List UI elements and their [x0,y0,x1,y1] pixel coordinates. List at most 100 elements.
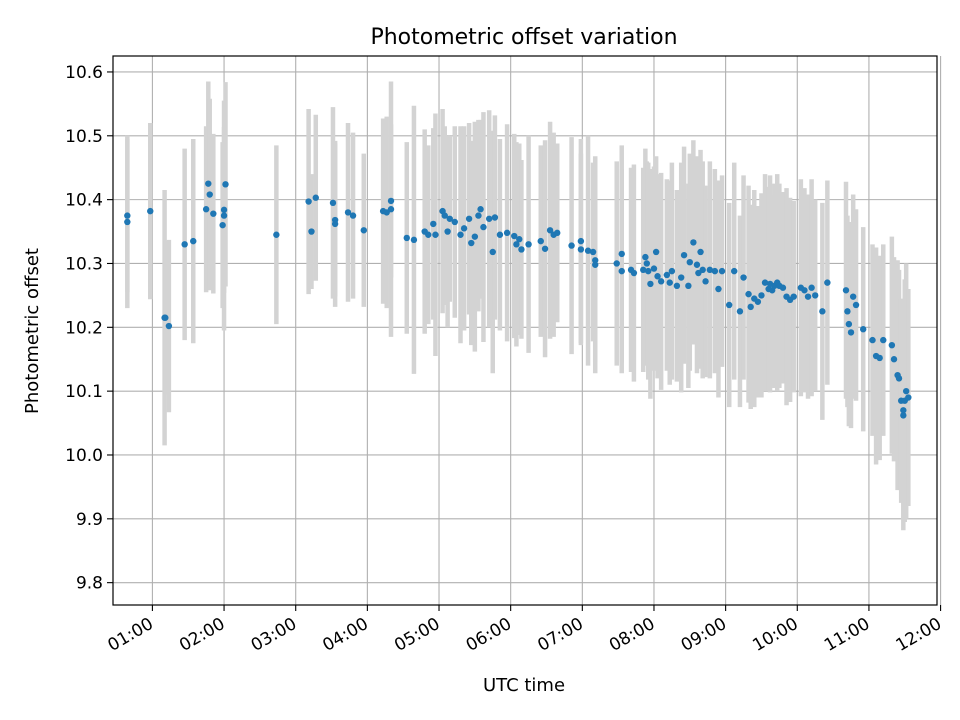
data-point [706,266,714,274]
data-point [349,212,357,219]
data-point [678,274,685,281]
data-point [308,228,315,235]
data-point [460,225,468,232]
data-point [715,285,722,293]
y-tick-label: 10.1 [65,382,103,402]
data-point [731,267,738,275]
data-point [680,251,688,259]
data-point [668,267,676,275]
data-point [387,197,395,205]
data-point [890,356,898,363]
data-point [779,284,787,291]
data-point [516,236,523,243]
data-point [568,242,575,249]
data-point [206,191,213,198]
data-point [697,248,704,256]
data-point [477,206,484,213]
data-point [845,320,853,328]
data-point [666,279,673,286]
data-point [181,241,188,248]
plot-frame [112,55,938,606]
data-point [895,375,903,382]
data-point [147,207,154,215]
data-point [745,290,752,298]
data-points [124,180,912,419]
data-point [647,280,654,288]
data-point [718,267,726,275]
data-point [432,231,439,238]
data-point [425,231,432,238]
data-point [491,214,499,221]
data-point [219,221,226,229]
y-tick-label: 10.2 [65,318,103,338]
x-tick-label: 07:00 [534,614,586,656]
data-point [824,279,831,286]
data-point [642,253,649,261]
data-point [518,246,525,253]
data-point [584,247,592,254]
data-point [900,407,907,414]
data-point [360,227,367,234]
data-point [190,237,197,245]
y-tick-label: 10.0 [65,446,103,466]
data-point [686,258,693,266]
data-point [222,181,229,188]
data-point [457,231,464,238]
data-point [577,246,585,253]
data-point [876,354,883,362]
data-point [902,387,910,395]
x-axis: 01:00 02:00 03:00 04:00 05:00 06:00 07:00 08:00… [104,605,945,656]
data-point [657,278,665,285]
data-point [801,287,808,294]
x-tick-label: 10:00 [749,614,801,656]
data-point [403,234,410,242]
data-point [496,231,504,238]
data-point [305,198,312,205]
data-point [693,261,701,268]
data-point [618,267,625,275]
data-point [819,308,826,315]
x-tick-label: 09:00 [678,614,730,656]
data-point [905,394,912,401]
data-point [844,308,851,315]
x-tick-label: 08:00 [606,614,658,656]
data-point [711,267,719,275]
data-point [441,212,448,219]
data-point [842,287,850,294]
data-point [513,241,520,248]
data-point [880,336,887,344]
y-tick-label: 10.3 [65,254,103,274]
data-point [331,216,339,224]
data-point [444,228,451,235]
data-point [645,267,652,275]
data-point [537,237,544,245]
data-point [480,223,487,231]
data-point [650,265,658,272]
y-axis-label: Photometric offset [22,248,43,414]
data-point [162,314,169,321]
data-point [589,248,597,256]
data-point [210,210,217,217]
y-axis: 9.8 9.9 10.0 10.1 10.2 10.3 10.4 10.5 10.6 [65,63,113,594]
y-tick-label: 9.8 [76,574,103,594]
y-tick-label: 9.9 [76,510,103,530]
data-point [485,215,493,222]
data-point [849,293,857,300]
x-axis-label: UTC time [483,675,565,696]
data-point [673,282,681,290]
data-point [888,341,896,349]
data-point [312,194,319,201]
data-point [592,261,599,268]
data-point [699,266,706,274]
data-point [630,269,638,277]
data-point [900,412,907,419]
data-point [618,250,625,258]
data-point [446,215,453,222]
data-point [726,301,733,309]
data-point [740,274,747,281]
data-point [640,266,647,274]
data-point [652,248,660,256]
data-point [577,237,585,245]
data-point [511,232,518,240]
data-point [430,220,437,228]
